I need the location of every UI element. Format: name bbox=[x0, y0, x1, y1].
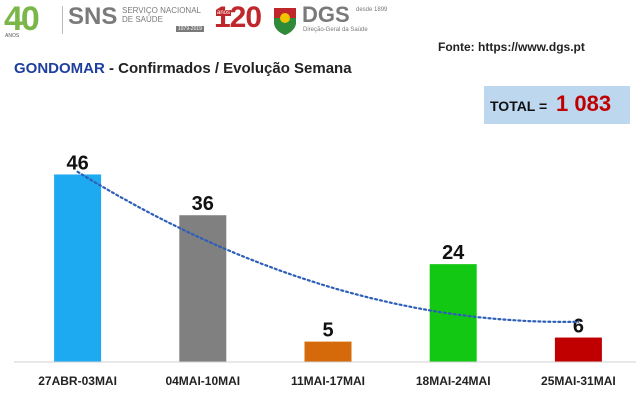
x-tick-label: 25MAI-31MAI bbox=[541, 374, 616, 388]
x-tick-label: 27ABR-03MAI bbox=[38, 374, 117, 388]
data-label: 6 bbox=[573, 316, 584, 338]
total-box: TOTAL = 1 083 bbox=[484, 86, 630, 124]
dgs-subtitle: Direção-Geral da Saúde bbox=[303, 27, 368, 33]
sns-logo-text: SNS bbox=[68, 3, 118, 30]
x-tick-label: 04MAI-10MAI bbox=[165, 374, 240, 388]
sns-anos-label: ANOS bbox=[5, 33, 20, 39]
sns-years: 1979-2019 bbox=[176, 26, 204, 32]
dgs-logo-text: DGS bbox=[302, 2, 350, 27]
dgs-since: desde 1899 bbox=[356, 7, 388, 13]
logo-divider bbox=[62, 6, 63, 34]
bar-04MAI-10MAI bbox=[179, 215, 227, 362]
chart-title-rest: - Confirmados / Evolução Semana bbox=[104, 60, 352, 77]
bar-27ABR-03MAI bbox=[54, 174, 102, 362]
total-label: TOTAL = bbox=[490, 98, 548, 114]
dgs-120-logo: 120 bbox=[214, 1, 262, 34]
dgs-shield-icon bbox=[274, 8, 296, 35]
chart-title-place: GONDOMAR bbox=[14, 60, 105, 77]
data-label: 5 bbox=[322, 320, 333, 342]
x-tick-label: 18MAI-24MAI bbox=[416, 374, 491, 388]
trendline bbox=[76, 170, 580, 323]
chart-title: GONDOMAR - Confirmados / Evolução Semana bbox=[14, 60, 352, 77]
x-tick-label: 11MAI-17MAI bbox=[291, 374, 365, 388]
data-label: 36 bbox=[192, 193, 214, 215]
bar-18MAI-24MAI bbox=[429, 264, 477, 362]
logo-bar: 40 ANOS SNS SERVIÇO NACIONAL DE SAÚDE 19… bbox=[0, 0, 400, 44]
dgs-anos-label: anos bbox=[216, 10, 232, 16]
sns-subtitle: SERVIÇO NACIONAL DE SAÚDE bbox=[122, 6, 201, 24]
bar-25MAI-31MAI bbox=[554, 337, 602, 362]
data-label: 46 bbox=[66, 152, 88, 174]
data-label: 24 bbox=[442, 242, 465, 264]
total-value: 1 083 bbox=[556, 91, 612, 116]
source-label: Fonte: https://www.dgs.pt bbox=[438, 40, 585, 54]
sns-40-logo: 40 bbox=[4, 0, 40, 38]
bar-11MAI-17MAI bbox=[304, 341, 352, 362]
